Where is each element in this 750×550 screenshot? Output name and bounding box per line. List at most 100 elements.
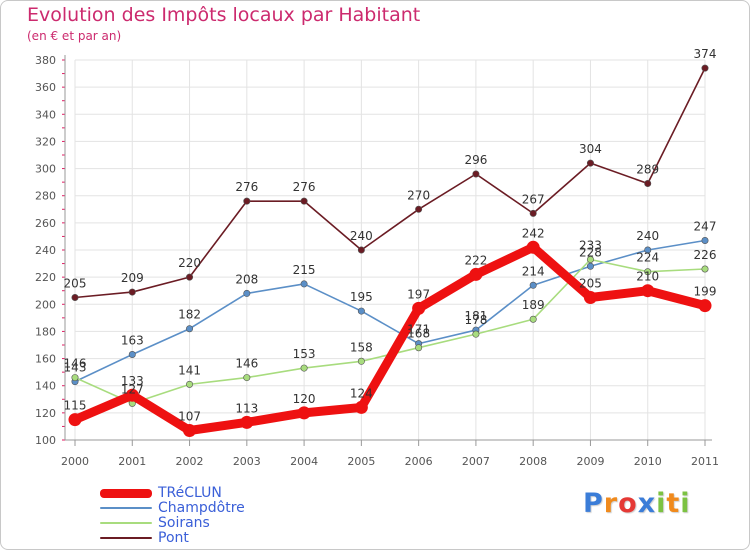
x-tick-label: 2011 bbox=[691, 455, 719, 468]
data-label: 304 bbox=[579, 142, 602, 156]
data-label: 197 bbox=[407, 287, 430, 301]
logo-letter: P bbox=[583, 488, 604, 519]
data-point bbox=[357, 246, 365, 254]
series-layer bbox=[68, 64, 712, 437]
logo-letter: o bbox=[618, 488, 638, 519]
data-label: 158 bbox=[350, 340, 373, 354]
data-label: 146 bbox=[64, 357, 87, 371]
series-line bbox=[74, 67, 706, 299]
data-label: 214 bbox=[522, 264, 545, 278]
data-point bbox=[529, 281, 537, 289]
data-point bbox=[586, 255, 594, 263]
x-tick-label: 2006 bbox=[405, 455, 433, 468]
data-point bbox=[71, 374, 79, 382]
legend-item-champdotre: Champdôtre bbox=[100, 500, 245, 516]
data-point bbox=[243, 289, 251, 297]
data-point bbox=[644, 246, 652, 254]
data-label: 189 bbox=[522, 298, 545, 312]
data-label: 163 bbox=[121, 334, 144, 348]
data-label: 209 bbox=[121, 271, 144, 285]
data-point bbox=[698, 299, 712, 313]
y-tick-label: 180 bbox=[35, 325, 56, 338]
data-point bbox=[300, 280, 308, 288]
legend-item-soirans: Soirans bbox=[100, 515, 210, 531]
data-label: 182 bbox=[178, 308, 201, 322]
data-label: 113 bbox=[235, 401, 258, 415]
x-tick-label: 2010 bbox=[634, 455, 662, 468]
y-tick-label: 340 bbox=[35, 108, 56, 121]
data-label: 133 bbox=[121, 374, 144, 388]
data-point bbox=[586, 159, 594, 167]
legend-label: Soirans bbox=[158, 515, 210, 531]
y-tick-label: 160 bbox=[35, 353, 56, 366]
data-label: 276 bbox=[293, 180, 316, 194]
data-point bbox=[701, 237, 709, 245]
data-label: 143 bbox=[64, 361, 87, 375]
data-point bbox=[71, 293, 79, 301]
x-tick-label: 2000 bbox=[61, 455, 89, 468]
data-label: 226 bbox=[694, 248, 717, 262]
data-label: 171 bbox=[407, 323, 430, 337]
data-label: 220 bbox=[178, 256, 201, 270]
data-label: 296 bbox=[464, 153, 487, 167]
data-point bbox=[529, 315, 537, 323]
y-tick-label: 120 bbox=[35, 407, 56, 420]
logo-letter: r bbox=[603, 488, 619, 519]
data-point bbox=[68, 413, 82, 427]
data-label: 374 bbox=[694, 47, 717, 61]
x-tick-label: 2008 bbox=[519, 455, 547, 468]
data-point bbox=[583, 291, 597, 304]
legend-swatch bbox=[100, 537, 152, 539]
data-point bbox=[357, 357, 365, 365]
data-point bbox=[586, 262, 594, 270]
data-label: 224 bbox=[636, 251, 659, 265]
data-label: 124 bbox=[350, 386, 373, 400]
data-label: 210 bbox=[636, 270, 659, 284]
data-label: 267 bbox=[522, 192, 545, 206]
data-label: 205 bbox=[579, 277, 602, 291]
x-tick-label: 2005 bbox=[347, 455, 375, 468]
data-label: 153 bbox=[293, 347, 316, 361]
y-tick-label: 100 bbox=[35, 434, 56, 447]
logo-letter: t bbox=[666, 488, 681, 519]
y-tick-label: 280 bbox=[35, 190, 56, 203]
legend-label: Pont bbox=[158, 530, 189, 546]
y-tick-label: 380 bbox=[35, 54, 56, 67]
data-label: 115 bbox=[64, 399, 87, 413]
data-point bbox=[644, 180, 652, 188]
data-label: 141 bbox=[178, 363, 201, 377]
data-point bbox=[128, 288, 136, 296]
data-label: 178 bbox=[464, 313, 487, 327]
data-label: 199 bbox=[694, 285, 717, 299]
chart-subtitle: (en € et par an) bbox=[27, 29, 122, 43]
data-point bbox=[641, 284, 655, 298]
data-point bbox=[354, 400, 368, 414]
y-tick-label: 200 bbox=[35, 298, 56, 311]
legend-item-pont: Pont bbox=[100, 530, 189, 546]
data-label: 168 bbox=[407, 327, 430, 341]
proxiti-logo: Proxiti bbox=[583, 488, 691, 519]
data-point bbox=[243, 197, 251, 205]
grid-layer bbox=[74, 59, 706, 441]
data-point bbox=[357, 307, 365, 315]
data-label: 120 bbox=[293, 392, 316, 406]
data-point bbox=[415, 344, 423, 352]
data-point bbox=[412, 301, 426, 315]
data-point bbox=[469, 267, 483, 281]
x-tick-label: 2003 bbox=[233, 455, 261, 468]
data-label: 146 bbox=[235, 357, 258, 371]
x-tick-label: 2009 bbox=[576, 455, 604, 468]
axis-layer: 100 120 140 160 180 200 220 240 260 280 300 320 340 3… bbox=[35, 54, 719, 468]
data-label: 215 bbox=[293, 263, 316, 277]
data-point bbox=[186, 380, 194, 388]
data-point bbox=[415, 205, 423, 213]
x-tick-label: 2002 bbox=[176, 455, 204, 468]
data-label: 240 bbox=[636, 229, 659, 243]
data-point bbox=[186, 273, 194, 281]
legend-swatch bbox=[100, 522, 152, 524]
data-point bbox=[529, 209, 537, 217]
x-tick-label: 2007 bbox=[462, 455, 490, 468]
logo-letter: x bbox=[637, 488, 657, 519]
